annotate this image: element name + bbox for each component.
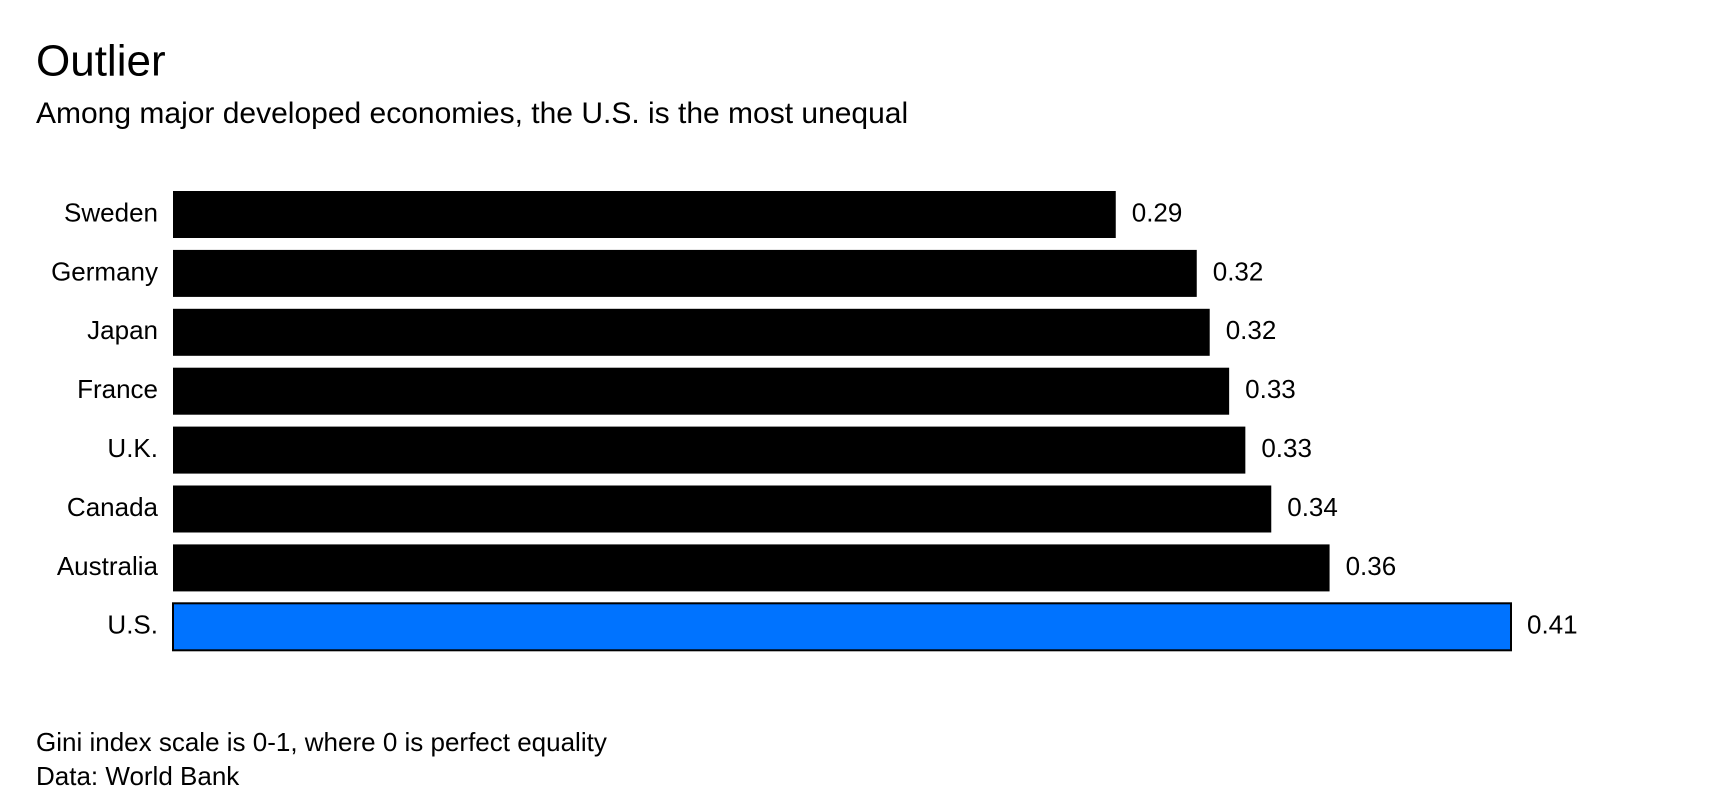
category-label: Germany xyxy=(51,256,158,286)
footnote: Data: World Bank xyxy=(36,761,240,791)
bar xyxy=(173,485,1272,533)
bar xyxy=(173,544,1330,592)
bar xyxy=(173,367,1230,415)
category-label: U.S. xyxy=(107,610,158,640)
category-label: Canada xyxy=(67,492,159,522)
chart-subtitle: Among major developed economies, the U.S… xyxy=(36,97,908,130)
value-label: 0.33 xyxy=(1261,433,1312,463)
value-label: 0.29 xyxy=(1132,197,1183,227)
bar xyxy=(172,602,1512,652)
footnote: Gini index scale is 0-1, where 0 is perf… xyxy=(36,727,607,757)
value-label: 0.32 xyxy=(1226,315,1277,345)
bar xyxy=(173,426,1246,474)
bar xyxy=(173,191,1116,238)
value-label: 0.34 xyxy=(1287,492,1338,522)
category-label: Sweden xyxy=(64,197,158,227)
bar xyxy=(173,308,1210,356)
category-label: Australia xyxy=(57,551,159,581)
chart-title: Outlier xyxy=(36,37,166,86)
value-label: 0.36 xyxy=(1346,551,1397,581)
bar xyxy=(173,249,1197,297)
value-label: 0.33 xyxy=(1245,374,1296,404)
value-label: 0.32 xyxy=(1213,256,1264,286)
category-label: Japan xyxy=(87,315,158,345)
value-label: 0.41 xyxy=(1527,610,1578,640)
category-label: France xyxy=(77,374,158,404)
category-label: U.K. xyxy=(107,433,158,463)
